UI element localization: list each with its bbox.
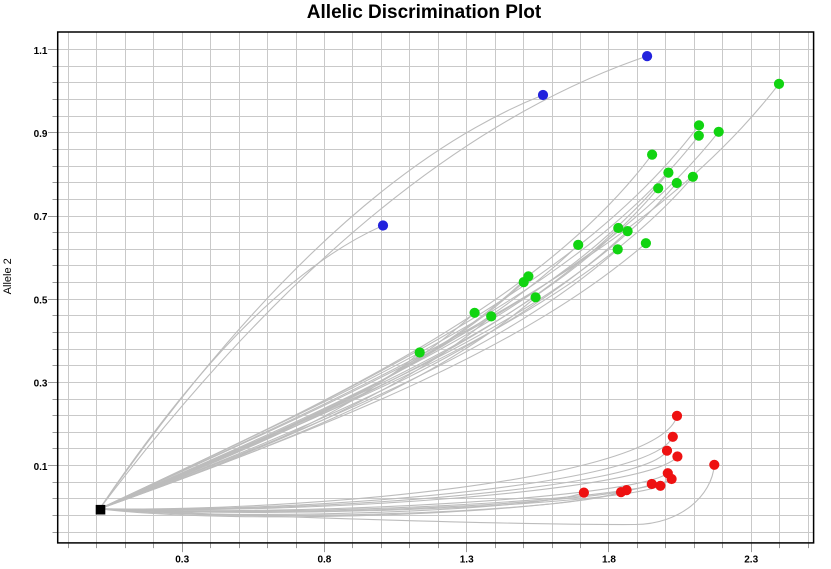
svg-text:1.8: 1.8: [602, 555, 616, 566]
svg-text:2.3: 2.3: [744, 555, 758, 566]
svg-text:Allelic Discrimination Plot: Allelic Discrimination Plot: [307, 2, 542, 23]
svg-text:0.1: 0.1: [34, 462, 48, 473]
svg-text:0.3: 0.3: [34, 379, 48, 390]
svg-text:0.5: 0.5: [34, 295, 48, 306]
svg-text:0.7: 0.7: [34, 212, 48, 223]
svg-text:Allele 2: Allele 2: [2, 258, 14, 294]
svg-text:1.3: 1.3: [460, 555, 474, 566]
svg-text:0.3: 0.3: [175, 555, 189, 566]
svg-text:1.1: 1.1: [34, 46, 48, 57]
svg-text:0.9: 0.9: [34, 129, 48, 140]
svg-text:0.8: 0.8: [317, 555, 331, 566]
